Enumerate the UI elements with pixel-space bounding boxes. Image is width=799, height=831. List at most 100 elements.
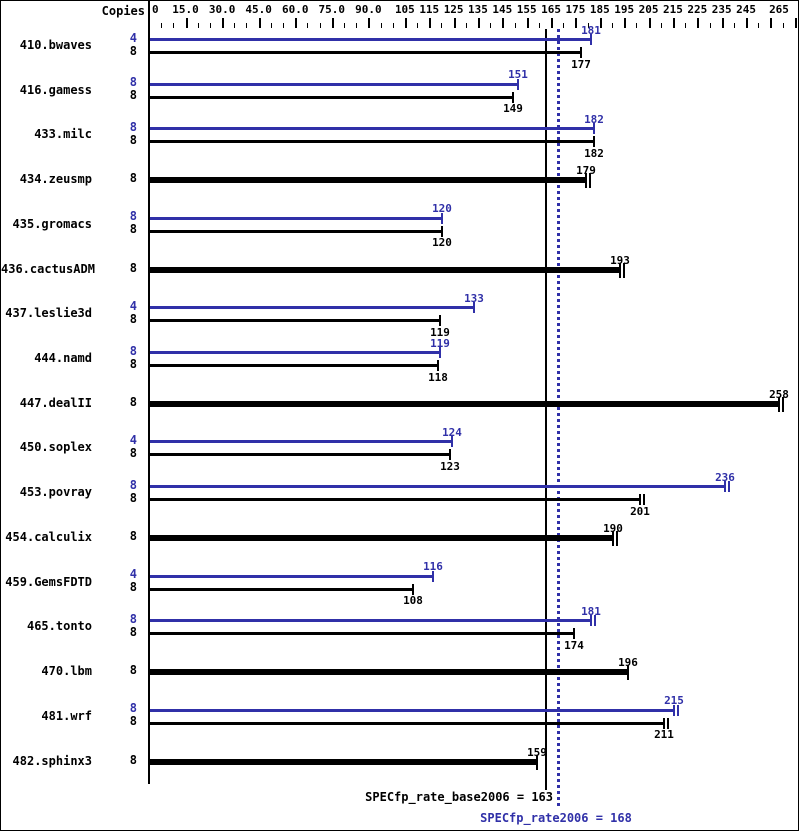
bar-end-tick bbox=[580, 47, 582, 58]
axis-major-tick bbox=[722, 18, 724, 28]
result-bar bbox=[150, 705, 679, 716]
result-bar bbox=[150, 302, 475, 313]
result-bar bbox=[150, 360, 439, 371]
copies-value: 8 bbox=[129, 222, 137, 236]
bar-value-label: 182 bbox=[584, 113, 604, 126]
axis-minor-tick bbox=[710, 23, 711, 28]
axis-tick-label: 155 bbox=[516, 3, 537, 16]
result-bar bbox=[150, 628, 575, 639]
axis-major-tick bbox=[332, 18, 334, 28]
benchmark-label: 482.sphinx3 bbox=[12, 754, 92, 768]
bar-value-label: 133 bbox=[464, 292, 484, 305]
bar-end-tick bbox=[512, 92, 514, 103]
axis-tick-label: 90.0 bbox=[355, 3, 382, 16]
benchmark-label: 433.milc bbox=[34, 127, 92, 141]
result-bar bbox=[150, 47, 582, 58]
result-bar bbox=[150, 315, 441, 326]
y-axis-line bbox=[148, 1, 150, 784]
copies-value: 4 bbox=[129, 299, 137, 313]
bar-end-tick bbox=[437, 360, 439, 371]
axis-major-tick bbox=[673, 18, 675, 28]
axis-tick-label: 205 bbox=[638, 3, 659, 16]
axis-tick-label: 225 bbox=[687, 3, 708, 16]
axis-major-tick bbox=[624, 18, 626, 28]
base-summary-text: SPECfp_rate_base2006 = 163 bbox=[365, 790, 553, 804]
bar-end-tick bbox=[439, 347, 441, 358]
axis-major-tick bbox=[600, 18, 602, 28]
benchmark-label: 459.GemsFDTD bbox=[5, 575, 92, 589]
bar-end-tick bbox=[643, 494, 645, 505]
copies-value: 8 bbox=[129, 395, 137, 409]
result-bar bbox=[150, 436, 453, 447]
result-bar bbox=[150, 718, 669, 729]
base-reference-line bbox=[545, 29, 547, 790]
axis-major-tick bbox=[649, 18, 651, 28]
axis-minor-tick bbox=[612, 23, 613, 28]
bar-value-label: 108 bbox=[403, 594, 423, 607]
axis-minor-tick bbox=[381, 23, 382, 28]
axis-minor-tick bbox=[271, 23, 272, 28]
copies-value: 8 bbox=[129, 171, 137, 185]
axis-tick-label: 135 bbox=[468, 3, 488, 16]
copies-value: 8 bbox=[129, 209, 137, 223]
axis-tick-label: 0 bbox=[152, 3, 159, 16]
bar-end-tick bbox=[449, 449, 451, 460]
bar-end-tick bbox=[589, 173, 591, 188]
copies-value: 8 bbox=[129, 44, 137, 58]
axis-tick-label: 185 bbox=[589, 3, 610, 16]
bar-end-tick bbox=[778, 397, 780, 412]
bar-end-tick bbox=[663, 718, 665, 729]
bar-value-label: 120 bbox=[432, 202, 452, 215]
bar-end-tick bbox=[517, 79, 519, 90]
result-bar bbox=[150, 755, 538, 770]
copies-value: 8 bbox=[129, 701, 137, 715]
axis-minor-tick bbox=[441, 23, 442, 28]
bar-end-tick bbox=[590, 34, 592, 45]
axis-minor-tick bbox=[758, 23, 759, 28]
copies-value: 8 bbox=[129, 663, 137, 677]
bar-value-label: 236 bbox=[715, 471, 735, 484]
bar-end-tick bbox=[593, 123, 595, 134]
bar-value-label: 258 bbox=[769, 388, 789, 401]
axis-minor-tick bbox=[515, 23, 516, 28]
benchmark-label: 410.bwaves bbox=[19, 38, 92, 52]
bar-value-label: 215 bbox=[664, 694, 684, 707]
axis-major-tick bbox=[697, 18, 699, 28]
axis-minor-tick bbox=[539, 23, 540, 28]
bar-value-label: 201 bbox=[630, 505, 650, 518]
copies-value: 8 bbox=[129, 344, 137, 358]
bar-end-tick bbox=[441, 213, 443, 224]
result-bar bbox=[150, 263, 625, 278]
bar-value-label: 182 bbox=[584, 147, 604, 160]
bar-end-tick bbox=[439, 315, 441, 326]
axis-major-tick bbox=[259, 18, 261, 28]
copies-value: 4 bbox=[129, 433, 137, 447]
bar-end-tick bbox=[673, 705, 675, 716]
axis-tick-label: 75.0 bbox=[318, 3, 346, 16]
bar-value-label: 159 bbox=[527, 746, 547, 759]
bar-value-label: 151 bbox=[508, 68, 528, 81]
bar-value-label: 193 bbox=[610, 254, 630, 267]
axis-major-tick bbox=[502, 18, 504, 28]
axis-major-tick bbox=[746, 18, 748, 28]
axis-tick-label: 125 bbox=[443, 3, 464, 16]
bar-end-tick bbox=[594, 615, 596, 626]
bar-end-tick bbox=[585, 173, 587, 188]
copies-column-header: Copies bbox=[101, 4, 145, 18]
axis-major-tick bbox=[527, 18, 529, 28]
result-bar bbox=[150, 213, 443, 224]
bar-end-tick bbox=[593, 136, 595, 147]
bar-value-label: 211 bbox=[654, 728, 674, 741]
copies-value: 8 bbox=[129, 580, 137, 594]
axis-major-tick bbox=[405, 18, 407, 28]
axis-tick-label: 30.0 bbox=[208, 3, 236, 16]
axis-minor-tick bbox=[173, 23, 174, 28]
benchmark-label: 435.gromacs bbox=[12, 217, 92, 231]
axis-tick-label: 235 bbox=[711, 3, 732, 16]
axis-minor-tick bbox=[417, 23, 418, 28]
bar-end-tick bbox=[623, 263, 625, 278]
peak-reference-line bbox=[557, 29, 560, 807]
axis-tick-label: 215 bbox=[663, 3, 683, 16]
copies-value: 8 bbox=[129, 612, 137, 626]
result-bar bbox=[150, 347, 441, 358]
